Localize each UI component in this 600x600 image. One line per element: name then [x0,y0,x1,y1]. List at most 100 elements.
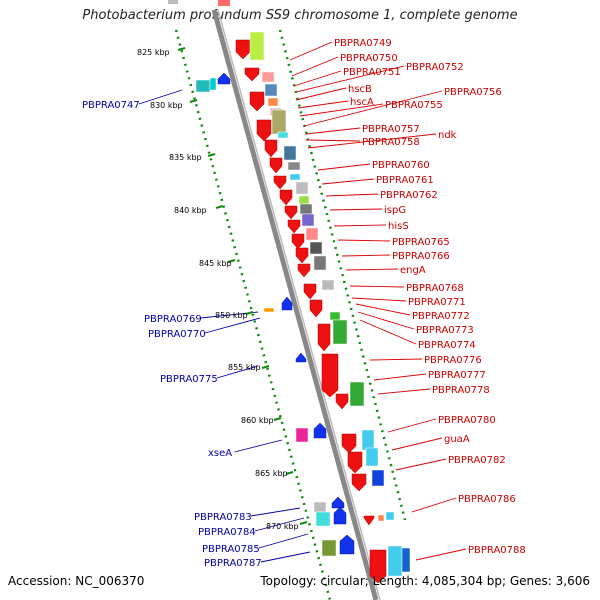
reverse-gene-label: xseA [208,448,232,459]
label-leader-line [391,437,443,451]
scale-tick-label: 830 kbp [150,101,183,110]
forward-gene-arrow [321,353,339,398]
gene-block [349,381,365,407]
scale-tick-mark [245,311,254,315]
forward-gene-arrow [341,433,357,454]
forward-gene-label: PBPRA0780 [438,415,496,426]
gene-block [365,447,379,467]
label-leader-line [250,507,301,517]
gene-block [168,0,178,4]
gene-block [361,429,375,451]
scale-tick-mark [261,365,270,369]
forward-gene-label: PBPRA0762 [380,190,438,201]
reverse-gene-arrow [281,296,293,311]
forward-gene-label: ndk [438,130,457,141]
forward-gene-label: PBPRA0766 [392,251,450,262]
gene-block [267,97,279,107]
gene-block [401,547,411,573]
forward-gene-arrow [273,175,287,190]
forward-gene-label: PBPRA0750 [340,53,398,64]
label-leader-line [387,418,437,433]
reverse-gene-arrow [331,496,345,509]
label-leader-line [325,193,379,197]
reverse-gene-label: PBPRA0787 [204,558,262,569]
gene-block [305,227,319,241]
label-leader-line [329,208,383,211]
label-leader-line [299,103,384,117]
label-leader-line [321,178,375,185]
forward-gene-arrow [264,139,278,158]
gene-block [385,511,395,521]
forward-gene-label: PBPRA0768 [406,283,464,294]
forward-gene-arrow [244,67,260,82]
forward-gene-label: PBPRA0773 [416,325,474,336]
label-leader-line [333,224,387,227]
forward-gene-label: hscA [350,97,374,108]
scale-tick-label: 865 kbp [255,469,288,478]
label-leader-line [369,358,423,361]
label-leader-line [395,458,447,471]
gene-block [277,131,289,139]
scale-tick-mark [189,99,198,103]
forward-gene-arrow [284,205,298,220]
scale-tick-label: 825 kbp [137,48,170,57]
map-title: Photobacterium profundum SS9 chromosome … [82,8,518,23]
reverse-gene-arrow [295,352,307,363]
gene-block [218,0,230,6]
gene-block [295,427,309,443]
reverse-gene-label: PBPRA0775 [160,374,218,385]
gene-block [332,319,348,345]
gene-block [321,279,335,291]
gene-block [315,511,331,527]
reverse-gene-arrow [339,534,355,555]
gene-block [209,77,217,91]
forward-gene-label: PBPRA0751 [343,67,401,78]
gene-block [195,79,211,93]
label-leader-line [351,297,407,302]
forward-gene-arrow [297,263,311,278]
forward-gene-arrow [317,323,331,352]
reverse-gene-arrow [313,422,327,439]
reverse-gene-label: PBPRA0747 [82,100,140,111]
label-leader-line [359,319,417,345]
forward-gene-label: PBPRA0772 [412,311,470,322]
reverse-gene-label: PBPRA0785 [202,544,260,555]
gene-block [283,145,297,161]
reverse-gene-arrow [333,506,347,525]
forward-gene-arrow [303,283,317,300]
label-leader-line [293,70,342,87]
gene-block [309,241,323,255]
forward-gene-arrow [369,549,387,584]
forward-gene-label: PBPRA0788 [468,545,526,556]
label-leader-line [254,517,305,532]
gene-block [377,514,385,522]
gene-block [263,307,275,313]
gene-block [299,203,313,215]
forward-gene-arrow [291,233,305,250]
scale-tick-mark [285,471,294,475]
label-leader-line [297,100,349,109]
gene-block [287,161,301,171]
label-leader-line [216,365,259,379]
label-leader-line [377,388,431,395]
forward-gene-label: PBPRA0782 [448,455,506,466]
forward-gene-arrow [269,157,283,174]
forward-gene-label: ispG [384,205,406,216]
forward-gene-arrow [351,473,367,492]
label-leader-line [289,41,333,61]
topology-text: Topology: circular; Length: 4,085,304 bp… [260,574,590,588]
scale-tick-label: 835 kbp [169,153,202,162]
label-leader-line [349,285,405,288]
forward-gene-label: PBPRA0761 [376,175,434,186]
scale-track [174,29,332,600]
reverse-gene-label: PBPRA0784 [198,527,256,538]
forward-gene-label: PBPRA0771 [408,297,466,308]
label-leader-line [355,303,411,316]
gene-block [271,109,287,135]
forward-gene-label: PBPRA0765 [392,237,450,248]
label-leader-line [138,89,183,105]
forward-gene-label: PBPRA0752 [406,62,464,73]
label-leader-line [305,127,361,135]
label-leader-line [307,133,437,149]
forward-gene-arrow [256,119,272,142]
